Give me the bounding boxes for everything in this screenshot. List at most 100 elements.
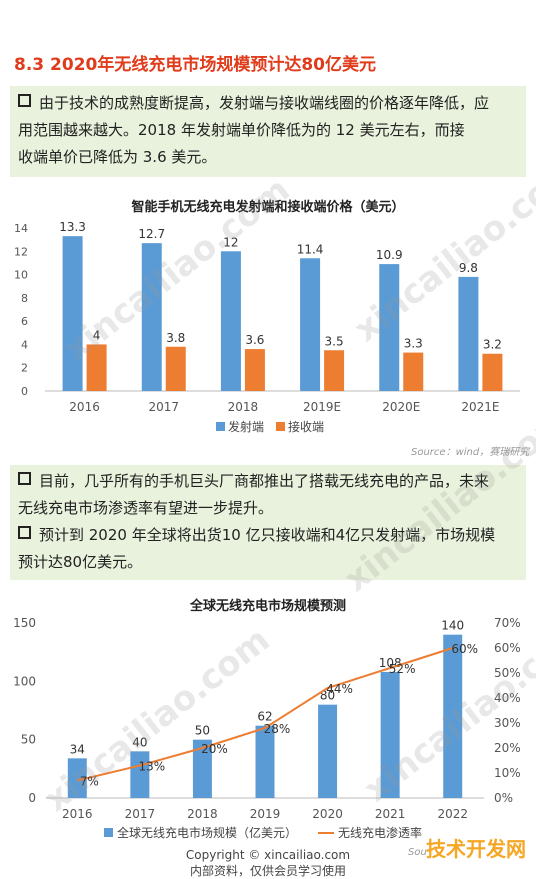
y-right-tick-label: 60%	[494, 641, 521, 655]
y-left-tick-label: 150	[13, 616, 36, 630]
data-label: 13.3	[59, 220, 86, 234]
corner-site-logo: 技术开发网	[426, 837, 526, 861]
footer-note: 内部资料，仅供会员学习使用	[189, 864, 346, 878]
chart1-title: 智能手机无线充电发射端和接收端价格（美元）	[131, 199, 404, 215]
bar-transmitter	[458, 276, 479, 391]
x-tick-label: 2018	[187, 807, 218, 821]
data-label: 3.5	[325, 334, 344, 348]
x-tick-label: 2020E	[382, 400, 420, 414]
x-tick-label: 2020	[312, 807, 343, 821]
chart2-source: Sou	[408, 847, 427, 858]
text-line: 预计到 2020 年全球将出货10 亿只接收端和4亿只发射端，市场规模	[18, 522, 516, 549]
y-tick-label: 12	[14, 245, 28, 258]
bar-data-label: 80	[320, 689, 335, 703]
legend-swatch-market-size	[104, 828, 113, 837]
data-label: 3.3	[404, 337, 423, 351]
y-tick-label: 4	[21, 338, 28, 351]
footer-copyright: Copyright © xincailiao.com	[185, 848, 351, 862]
y-tick-label: 14	[14, 222, 28, 235]
text-line: 无线充电市场渗透率有望进一步提升。	[18, 499, 274, 517]
bar-transmitter	[62, 236, 83, 391]
legend-label: 发射端	[228, 419, 264, 434]
y-right-tick-label: 40%	[494, 691, 521, 705]
text-line: 预计达80亿美元。	[18, 553, 143, 571]
data-label: 3.6	[245, 333, 264, 347]
y-right-tick-label: 10%	[494, 766, 521, 780]
chart1-source: Source：wind，赛瑞研究	[411, 447, 530, 458]
data-label: 4	[93, 328, 101, 342]
bar-receiver	[244, 349, 265, 391]
data-label: 3.2	[483, 338, 502, 352]
y-left-tick-label: 50	[21, 733, 36, 747]
bar-market-size	[380, 672, 400, 798]
checkbox-bullet-icon	[18, 94, 31, 107]
bar-receiver	[482, 353, 503, 391]
legend-label: 全球无线充电市场规模（亿美元）	[117, 825, 297, 840]
y-tick-label: 2	[21, 362, 28, 375]
y-right-tick-label: 0%	[494, 791, 513, 805]
legend-label: 接收端	[288, 419, 324, 434]
bar-data-label: 140	[441, 619, 464, 633]
line-data-label: 52%	[389, 662, 416, 676]
x-tick-label: 2016	[62, 807, 93, 821]
bar-market-size	[255, 725, 275, 798]
y-tick-label: 8	[21, 292, 28, 305]
bar-market-size	[318, 704, 338, 798]
summary-box-market: 目前，几乎所有的手机巨头厂商都推出了搭载无线充电的产品，未来 无线充电市场渗透率…	[10, 465, 526, 580]
line-data-label: 60%	[451, 642, 478, 656]
bar-receiver	[86, 344, 107, 391]
bar-market-size	[192, 739, 212, 798]
line-penetration-rate	[77, 647, 454, 782]
bar-data-label: 62	[257, 710, 272, 724]
x-tick-label: 2022	[437, 807, 468, 821]
text-line: 目前，几乎所有的手机巨头厂商都推出了搭载无线充电的产品，未来	[18, 468, 516, 495]
bar-receiver	[165, 346, 186, 391]
chart2-title: 全球无线充电市场规模预测	[189, 598, 346, 614]
data-label: 3.8	[166, 331, 185, 345]
legend-swatch-receiver	[276, 422, 285, 431]
bar-transmitter	[220, 251, 241, 391]
checkbox-bullet-icon	[18, 526, 31, 539]
bar-transmitter	[141, 243, 162, 391]
y-right-tick-label: 70%	[494, 616, 521, 630]
x-tick-label: 2019	[250, 807, 281, 821]
text-line: 收端单价已降低为 3.6 美元。	[18, 148, 217, 166]
bar-market-size	[67, 758, 87, 798]
price-bar-chart: 智能手机无线充电发射端和接收端价格（美元） 0 2 4 6 8 10 12 14 13.3 4 201…	[14, 199, 520, 434]
x-tick-label: 2017	[125, 807, 156, 821]
data-label: 11.4	[297, 242, 324, 256]
paragraph-market: 目前，几乎所有的手机巨头厂商都推出了搭载无线充电的产品，未来 无线充电市场渗透率…	[18, 468, 516, 576]
checkbox-bullet-icon	[18, 472, 31, 485]
y-left-tick-label: 100	[13, 674, 36, 688]
data-label: 10.9	[376, 248, 403, 262]
y-tick-label: 10	[14, 269, 28, 282]
bar-data-label: 34	[70, 742, 85, 756]
x-tick-label: 2017	[148, 400, 179, 414]
y-right-tick-label: 30%	[494, 716, 521, 730]
legend-label: 无线充电渗透率	[338, 825, 422, 840]
x-tick-label: 2021E	[461, 400, 499, 414]
text-line: 用范围越来越大。2018 年发射端单价降低为的 12 美元左右，而接	[18, 121, 465, 139]
data-label: 12	[223, 235, 238, 249]
bar-data-label: 50	[195, 724, 210, 738]
section-title: 8.3 2020年无线充电市场规模预计达80亿美元	[14, 55, 377, 75]
line-data-label: 7%	[80, 775, 99, 789]
bar-receiver	[403, 352, 424, 391]
line-data-label: 44%	[326, 682, 353, 696]
x-tick-label: 2016	[69, 400, 100, 414]
y-right-tick-label: 50%	[494, 666, 521, 680]
data-label: 9.8	[459, 261, 478, 275]
bar-transmitter	[379, 264, 400, 391]
bar-data-label: 40	[132, 735, 147, 749]
bar-market-size	[130, 751, 150, 798]
paragraph-prices: 由于技术的成熟度断提高，发射端与接收端线圈的价格逐年降低，应 用范围越来越大。2…	[18, 90, 516, 171]
y-tick-label: 6	[21, 315, 28, 328]
x-tick-label: 2019E	[303, 400, 341, 414]
bar-market-size	[443, 634, 463, 798]
line-data-label: 13%	[139, 760, 166, 774]
legend-swatch-transmitter	[216, 422, 225, 431]
bar-receiver	[324, 350, 345, 391]
line-data-label: 20%	[201, 742, 228, 756]
text-line: 由于技术的成熟度断提高，发射端与接收端线圈的价格逐年降低，应	[18, 90, 516, 117]
y-left-tick-label: 0	[28, 791, 36, 805]
